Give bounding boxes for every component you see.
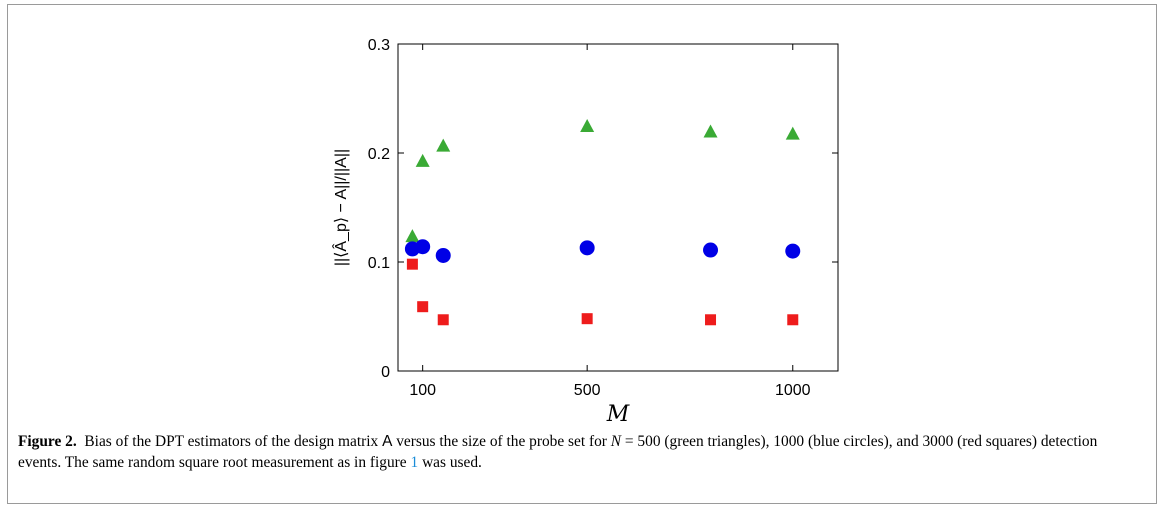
x-tick-label: 100	[409, 382, 436, 399]
y-axis-label-group: ||⟨Â_p⟩ − A||/||A||	[331, 149, 350, 266]
red-square-point	[581, 313, 593, 325]
blue-circle-point	[579, 240, 595, 256]
data-marks	[404, 119, 801, 326]
x-axis: 100 500 1000	[409, 44, 811, 399]
x-tick-label: 1000	[775, 382, 811, 399]
figure-reference-link[interactable]: 1	[410, 454, 419, 471]
green-triangle-point	[405, 229, 420, 243]
red-square-point	[705, 314, 717, 326]
caption-text-4: was used.	[422, 454, 482, 471]
x-tick-label: 500	[574, 382, 601, 399]
red-square-point	[417, 301, 429, 313]
y-tick-label: 0	[381, 364, 390, 381]
red-square-point	[437, 314, 449, 326]
caption-matrix-symbol: A	[382, 433, 393, 450]
y-axis: 0 0.1 0.2 0.3	[368, 37, 838, 381]
y-tick-label: 0.3	[368, 37, 390, 54]
green-triangle-point	[785, 126, 800, 140]
figure-frame	[7, 4, 1157, 504]
y-axis-label: ||⟨Â_p⟩ − A||/||A||	[331, 149, 350, 266]
caption-text-3: = 500 (green triangles), 1000 (blue circ…	[18, 433, 1098, 471]
green-triangle-point	[703, 124, 718, 138]
y-tick-label: 0.1	[368, 255, 390, 272]
x-axis-label: M	[606, 402, 630, 427]
caption-label: Figure 2.	[18, 433, 77, 450]
caption-text-1: Bias of the DPT estimators of the design…	[84, 433, 379, 450]
plot-area-frame	[397, 43, 839, 372]
red-square-point	[406, 258, 418, 270]
blue-circle-point	[785, 243, 801, 259]
scatter-chart: 0 0.1 0.2 0.3 100 500 1000 M ||⟨Â_p⟩ − A||/||…	[331, 37, 839, 427]
caption-n-variable: N	[610, 433, 622, 450]
blue-circle-point	[415, 239, 431, 255]
blue-circle-point	[435, 247, 451, 263]
blue-circle-point	[703, 242, 719, 258]
red-square-point	[787, 314, 799, 326]
y-tick-label: 0.2	[368, 146, 390, 163]
green-triangle-point	[415, 153, 430, 167]
caption-text-2: versus the size of the probe set for	[396, 433, 607, 450]
green-triangle-point	[580, 119, 595, 133]
green-triangle-point	[436, 138, 451, 152]
figure-caption: Figure 2. Bias of the DPT estimators of …	[18, 431, 1138, 473]
